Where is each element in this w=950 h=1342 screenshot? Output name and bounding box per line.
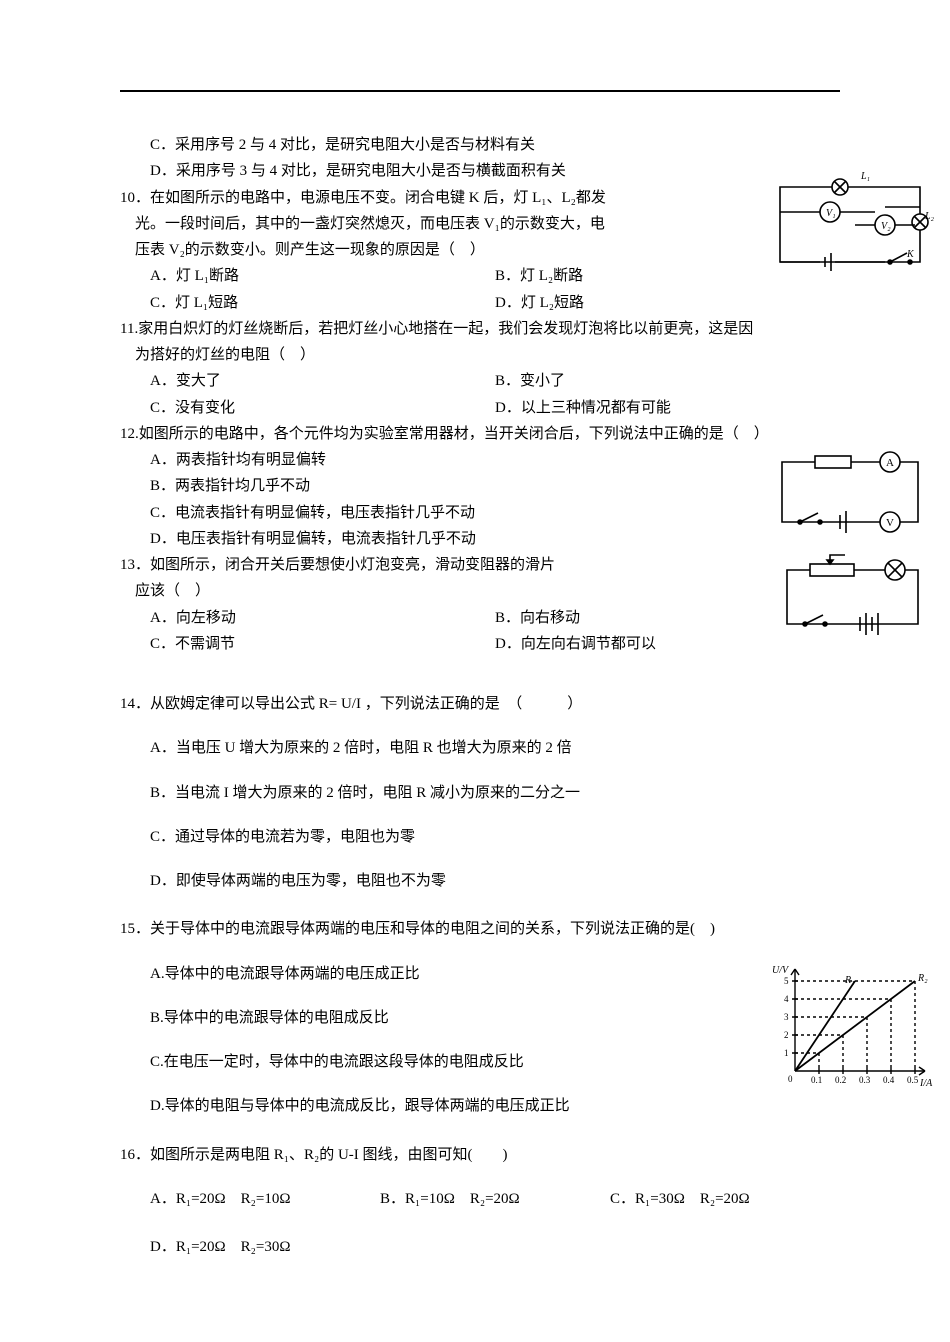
q11-opt-a: A．变大了 [150,368,495,394]
q16-graph-figure: U/V I/A R₁ R₂ 1 2 3 4 5 0 0.1 0.2 0.3 0.… [770,961,935,1091]
svg-text:V: V [886,517,894,529]
q16-stem: 16．如图所示是两电阻 R₁、R₂的 U-I 图线，由图可知( ) [120,1142,840,1168]
q10-opt-c: C．灯 L₁短路 [150,290,495,316]
q15-stem: 15．关于导体中的电流跟导体两端的电压和导体的电阻之间的关系，下列说法正确的是(… [120,916,840,942]
q13-row-ab: A．向左移动 B．向右移动 [120,605,840,631]
q15-opt-d: D.导体的电阻与导体中的电流成反比，跟导体两端的电压成正比 [120,1093,840,1119]
q10-stem-3: 压表 V₂的示数变小。则产生这一现象的原因是（ ） [120,237,840,263]
q9-opt-d: D．采用序号 3 与 4 对比，是研究电阻大小是否与横截面积有关 [120,158,840,184]
q12-stem: 12.如图所示的电路中，各个元件均为实验室常用器材，当开关闭合后，下列说法中正确… [120,421,840,447]
q16-row-abc: A．R₁=20Ω R₂=10Ω B．R₁=10Ω R₂=20Ω C．R₁=30Ω… [120,1186,840,1212]
q13-block: 13．如图所示，闭合开关后要想使小灯泡变亮，滑动变阻器的滑片 应该（ ） A．向… [120,552,840,657]
q15-opt-a: A.导体中的电流跟导体两端的电压成正比 [120,961,840,987]
svg-text:0.4: 0.4 [883,1075,895,1085]
q10-opt-d: D．灯 L₂短路 [495,290,840,316]
q10-stem-2: 光。一段时间后，其中的一盏灯突然熄灭，而电压表 V₁的示数变大，电 [120,211,840,237]
q10-row-ab: A．灯 L₁断路 B．灯 L₂断路 [120,263,840,289]
svg-text:U/V: U/V [772,965,790,976]
q14-stem: 14．从欧姆定律可以导出公式 R= U/I ，下列说法正确的是 （ ） [120,691,840,717]
svg-text:A: A [886,457,894,469]
q12-opt-b: B．两表指针均几乎不动 [120,473,840,499]
q11-stem-2: 为搭好的灯丝的电阻（ ） [120,342,840,368]
svg-text:0.2: 0.2 [835,1075,846,1085]
svg-text:V₁: V₁ [826,208,836,219]
svg-text:0: 0 [788,1074,793,1084]
q16-opt-c: C．R₁=30Ω R₂=20Ω [610,1186,840,1212]
svg-text:L₁: L₁ [860,171,870,182]
q13-stem-2: 应该（ ） [120,578,840,604]
q10-block: L₁ L₂ V₁ V₂ K 10．在如图所示的电路中，电源电压不变。闭合电键 K… [120,185,840,316]
q12-circuit-figure: A V [770,447,930,535]
svg-text:4: 4 [784,994,789,1004]
svg-text:R₁: R₁ [844,975,855,986]
q16-opt-d: D．R₁=20Ω R₂=30Ω [120,1234,840,1260]
svg-text:V₂: V₂ [881,221,891,232]
q10-circuit-figure: L₁ L₂ V₁ V₂ K [765,167,935,277]
svg-text:R₂: R₂ [917,973,928,984]
svg-text:K: K [906,249,915,260]
q11-opt-b: B．变小了 [495,368,840,394]
q11-opt-c: C．没有变化 [150,395,495,421]
svg-text:3: 3 [784,1012,789,1022]
q11-row-ab: A．变大了 B．变小了 [120,368,840,394]
content-body: C．采用序号 2 与 4 对比，是研究电阻大小是否与材料有关 D．采用序号 3 … [120,132,840,1260]
top-rule [120,90,840,92]
q12-opt-c: C．电流表指针有明显偏转，电压表指针几乎不动 [120,500,840,526]
q11-stem-1: 11.家用白炽灯的灯丝烧断后，若把灯丝小心地搭在一起，我们会发现灯泡将比以前更亮… [120,316,840,342]
q11-opt-d: D．以上三种情况都有可能 [495,395,840,421]
q10-opt-a: A．灯 L₁断路 [150,263,495,289]
q10-row-cd: C．灯 L₁短路 D．灯 L₂短路 [120,290,840,316]
q12-opt-a: A．两表指针均有明显偏转 [120,447,840,473]
svg-text:5: 5 [784,976,789,986]
q9-opt-c: C．采用序号 2 与 4 对比，是研究电阻大小是否与材料有关 [120,132,840,158]
q14-opt-c: C．通过导体的电流若为零，电阻也为零 [120,824,840,850]
svg-text:L₂: L₂ [924,211,935,222]
q15-opt-c: C.在电压一定时，导体中的电流跟这段导体的电阻成反比 [120,1049,840,1075]
q11-row-cd: C．没有变化 D．以上三种情况都有可能 [120,395,840,421]
gap-1 [120,657,840,669]
q13-opt-c: C．不需调节 [150,631,495,657]
svg-text:I/A: I/A [919,1078,933,1089]
q15-opt-b: B.导体中的电流跟导体的电阻成反比 [120,1005,840,1031]
q14-opt-a: A．当电压 U 增大为原来的 2 倍时，电阻 R 也增大为原来的 2 倍 [120,735,840,761]
q10-stem-1: 10．在如图所示的电路中，电源电压不变。闭合电键 K 后，灯 L₁、L₂都发 [120,185,840,211]
q13-stem-1: 13．如图所示，闭合开关后要想使小灯泡变亮，滑动变阻器的滑片 [120,552,840,578]
svg-text:0.1: 0.1 [811,1075,822,1085]
q15-opts-block: U/V I/A R₁ R₂ 1 2 3 4 5 0 0.1 0.2 0.3 0.… [120,961,840,1120]
q13-opt-a: A．向左移动 [150,605,495,631]
q14-opt-d: D．即使导体两端的电压为零，电阻也不为零 [120,868,840,894]
svg-text:0.3: 0.3 [859,1075,871,1085]
page: C．采用序号 2 与 4 对比，是研究电阻大小是否与材料有关 D．采用序号 3 … [0,0,950,1342]
q12-opts-block: A V A．两表指针均有明显偏转 B．两表指针均几乎不动 C．电流表指针有明显偏… [120,447,840,552]
svg-text:2: 2 [784,1030,789,1040]
q13-row-cd: C．不需调节 D．向左向右调节都可以 [120,631,840,657]
q14-opt-b: B．当电流 I 增大为原来的 2 倍时，电阻 R 减小为原来的二分之一 [120,780,840,806]
q12-opt-d: D．电压表指针有明显偏转，电流表指针几乎不动 [120,526,840,552]
svg-text:1: 1 [784,1048,789,1058]
q16-opt-b: B．R₁=10Ω R₂=20Ω [380,1186,610,1212]
svg-text:0.5: 0.5 [907,1075,919,1085]
q16-opt-a: A．R₁=20Ω R₂=10Ω [150,1186,380,1212]
q13-circuit-figure [775,552,930,640]
